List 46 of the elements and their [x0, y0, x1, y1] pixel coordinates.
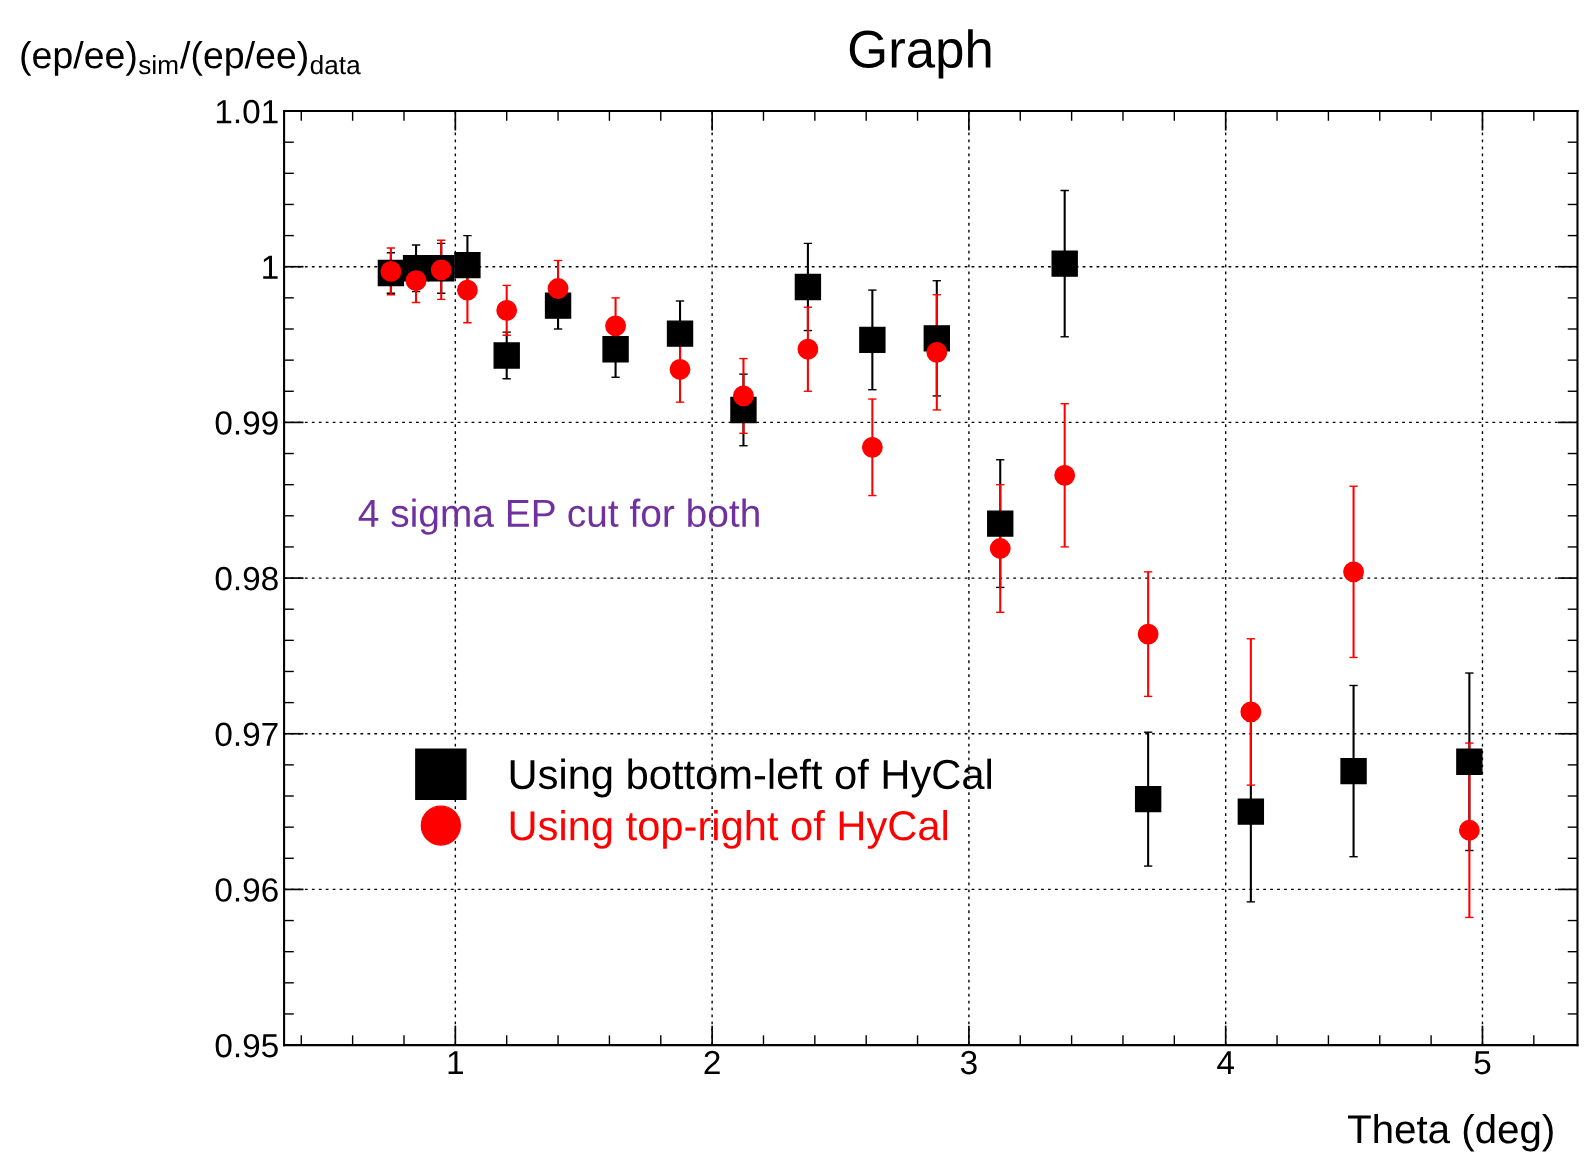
point — [547, 278, 569, 299]
x-axis-title: Theta (deg) — [1347, 1113, 1553, 1152]
point — [666, 320, 694, 347]
x-tick-label: 2 — [704, 1050, 720, 1075]
point — [1343, 561, 1364, 583]
point — [493, 342, 520, 369]
annotation: 4 sigma EP cut for both — [358, 498, 759, 535]
y-tick-label: 0.95 — [215, 1033, 278, 1058]
point — [669, 359, 691, 380]
legend-label: Using top-right of HyCal — [510, 809, 948, 849]
point — [1051, 250, 1078, 277]
point — [1054, 464, 1076, 486]
legend-label: Using bottom-left of HyCal — [510, 758, 992, 798]
x-tick-label: 5 — [1474, 1051, 1491, 1075]
point — [987, 510, 1014, 537]
y-tick-label: 0.96 — [215, 878, 278, 902]
point — [859, 326, 886, 354]
point — [1458, 819, 1480, 841]
chart-title: Graph — [849, 29, 991, 79]
point — [405, 270, 427, 292]
y-axis-title: (ep/ee)$_{sim}$/(ep/ee)$_{data}$ — [21, 40, 361, 76]
x-tick-label: 1 — [448, 1051, 463, 1075]
point — [1456, 748, 1483, 775]
x-tick-label: 4 — [1217, 1051, 1234, 1075]
point — [1240, 701, 1262, 723]
x-tick-label: 3 — [960, 1050, 977, 1075]
point — [926, 341, 948, 363]
point — [605, 315, 626, 337]
point — [496, 299, 518, 321]
point — [454, 251, 481, 279]
point — [602, 336, 629, 363]
y-tick-label: 0.99 — [215, 411, 278, 435]
point — [794, 273, 822, 301]
point — [989, 538, 1011, 559]
point — [1237, 798, 1265, 825]
point — [1137, 623, 1159, 645]
point — [1340, 757, 1367, 785]
y-tick-label: 1 — [263, 255, 278, 279]
point — [861, 436, 883, 458]
y-tick-label: 1.01 — [216, 99, 278, 124]
y-tick-label: 0.98 — [215, 566, 278, 591]
point — [1134, 785, 1162, 813]
point — [733, 385, 754, 407]
point — [797, 338, 819, 360]
point — [456, 279, 478, 301]
y-tick-label: 0.97 — [215, 722, 278, 747]
